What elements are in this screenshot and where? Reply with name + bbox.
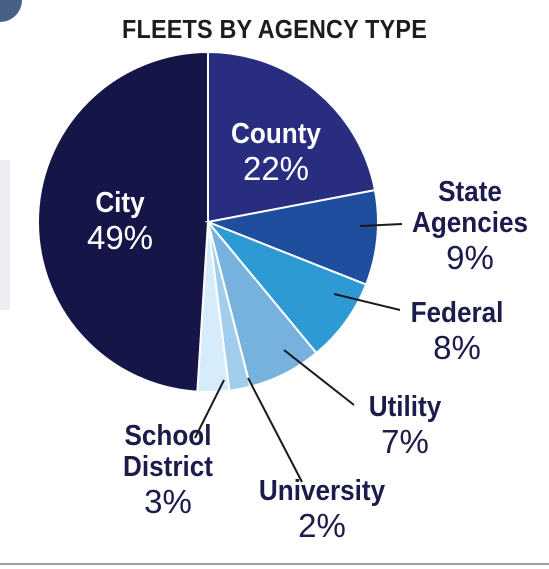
leader-lines — [194, 223, 403, 483]
slice-label-city: City — [95, 186, 145, 219]
slice-label-university: University — [259, 474, 386, 507]
slice-label-federal: Federal — [411, 296, 504, 329]
slice-value-school-district: 3% — [144, 483, 192, 520]
slice-label-school-district: School — [125, 419, 212, 452]
slice-value-utility: 7% — [381, 423, 429, 460]
slice-label-state-agencies: Agencies — [412, 206, 528, 239]
slice-value-university: 2% — [298, 507, 346, 544]
pie-slice-state-agencies — [204, 188, 379, 286]
side-decoration — [0, 160, 10, 310]
pie-slice-county — [207, 50, 377, 224]
slice-value-city: 49% — [87, 219, 153, 256]
slice-label-school-district: District — [123, 450, 213, 483]
leader-line-university — [247, 377, 303, 483]
slice-value-state-agencies: 9% — [446, 239, 494, 276]
chart-title: FLEETS BY AGENCY TYPE — [121, 14, 428, 44]
slice-value-county: 22% — [243, 150, 309, 187]
pie-slices — [37, 50, 379, 394]
pie-slice-school-district — [196, 221, 231, 393]
slice-label-state-agencies: State — [438, 175, 502, 208]
footer-rule — [0, 563, 549, 565]
leader-line-school-district — [194, 379, 225, 439]
slice-value-federal: 8% — [433, 329, 481, 366]
slice-label-county: County — [231, 117, 321, 150]
leader-line-utility — [283, 349, 355, 406]
leader-line-federal — [333, 293, 401, 311]
slice-label-utility: Utility — [369, 390, 442, 423]
pie-slice-city — [37, 50, 209, 394]
leader-line-state-agencies — [359, 223, 403, 227]
